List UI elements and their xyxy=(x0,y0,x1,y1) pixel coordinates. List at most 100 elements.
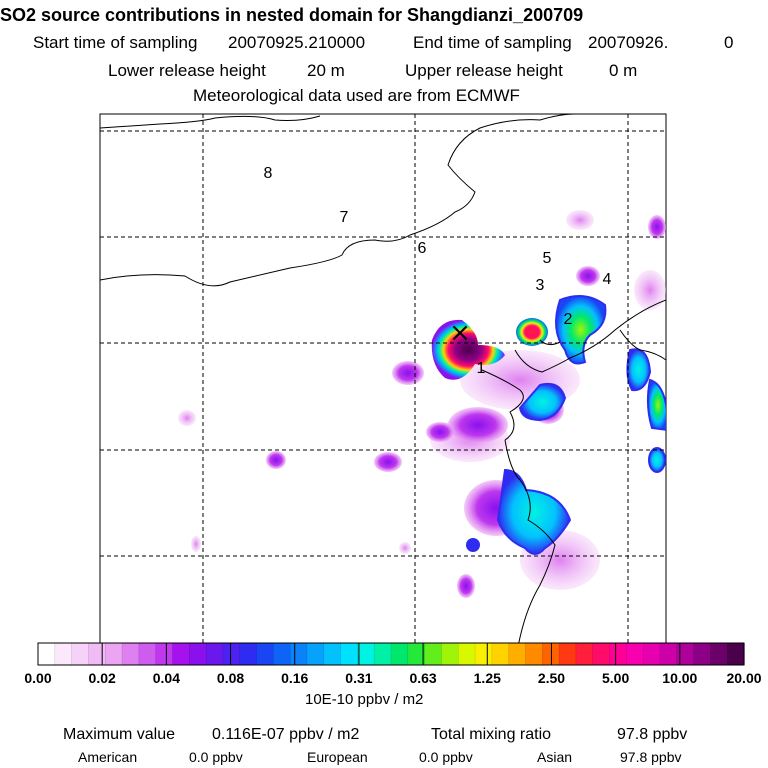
plume-patch xyxy=(648,447,666,473)
end-time-hour: 0 xyxy=(724,33,734,52)
colorbar-cell xyxy=(38,643,56,665)
colorbar-cell xyxy=(323,643,342,665)
plume-patch xyxy=(466,538,480,552)
chart-title: SO2 source contributions in nested domai… xyxy=(0,5,584,25)
colorbar-cell xyxy=(155,643,174,665)
colorbar-tick-label: 0.16 xyxy=(281,670,309,686)
colorbar-cell xyxy=(676,643,695,665)
end-time-label: End time of sampling xyxy=(413,33,572,52)
colorbar-cell xyxy=(138,643,157,665)
colorbar-cell xyxy=(206,643,224,665)
colorbar-cell xyxy=(88,643,106,665)
colorbar-cell xyxy=(306,643,325,665)
end-time-value: 20070926. xyxy=(588,33,669,52)
start-time-value: 20070925.210000 xyxy=(228,33,366,52)
start-time-label: Start time of sampling xyxy=(33,33,198,52)
colorbar-cell xyxy=(391,643,409,665)
receptor-marker: × xyxy=(449,318,471,348)
plume-patch xyxy=(392,361,424,385)
plume-patch xyxy=(457,574,475,598)
region-label-1: 1 xyxy=(477,360,486,377)
colorbar-cell xyxy=(559,643,577,665)
lat-lon-grid xyxy=(100,114,666,647)
upper-height-value: 0 m xyxy=(609,61,638,80)
region-label-4: 4 xyxy=(603,271,612,288)
asian-label: Asian xyxy=(537,749,573,765)
upper-height-label: Upper release height xyxy=(405,61,563,80)
plume-patch xyxy=(648,215,666,239)
colorbar-cell xyxy=(441,643,459,665)
colorbar-cell xyxy=(340,643,358,665)
colorbar-cell xyxy=(256,643,274,665)
total-mixing-value: 97.8 ppbv xyxy=(617,726,688,743)
european-label: European xyxy=(307,749,368,765)
colorbar-tick-label: 0.02 xyxy=(88,670,116,686)
colorbar-cell xyxy=(105,643,123,665)
colorbar-units: 10E-10 ppbv / m2 xyxy=(305,691,424,708)
colorbar-cell xyxy=(592,643,611,665)
colorbar-tick-label: 0.63 xyxy=(409,670,437,686)
colorbar-cell xyxy=(54,643,73,665)
plume-patch xyxy=(426,422,454,442)
colorbar-cell xyxy=(424,643,443,665)
region-label-7: 7 xyxy=(340,209,349,226)
colorbar-cell xyxy=(693,643,711,665)
colorbar-cell xyxy=(172,643,190,665)
colorbar-tick-label: 5.00 xyxy=(602,670,630,686)
plume-patch xyxy=(626,348,652,392)
source-hotspot xyxy=(431,319,505,380)
colorbar-cell xyxy=(710,643,728,665)
colorbar-cell xyxy=(71,643,90,665)
american-value: 0.0 ppbv xyxy=(189,749,243,765)
plume-patch xyxy=(374,452,402,472)
colorbar-tick-label: 2.50 xyxy=(537,670,566,686)
colorbar-cell xyxy=(659,643,678,665)
haze-region xyxy=(191,536,201,552)
asian-value: 97.8 ppbv xyxy=(620,749,682,765)
colorbar-tick-label: 0.08 xyxy=(216,670,245,686)
concentration-field xyxy=(178,210,666,598)
colorbar-tick-label: 10.00 xyxy=(662,670,698,686)
colorbar-cell xyxy=(239,643,258,665)
plume-patch xyxy=(555,295,607,365)
haze-region xyxy=(399,542,411,554)
european-value: 0.0 ppbv xyxy=(419,749,473,765)
colorbar-tick-label: 0.04 xyxy=(152,670,180,686)
colorbar-cell xyxy=(626,643,644,665)
plume-patch xyxy=(516,318,548,346)
colorbar-tick-label: 20.00 xyxy=(726,670,762,686)
colorbar-cell xyxy=(575,643,594,665)
plume-patch xyxy=(646,378,666,431)
colorbar-cell xyxy=(290,643,308,665)
max-value: 0.116E-07 ppbv / m2 xyxy=(212,726,360,743)
colorbar-cell xyxy=(357,643,375,665)
region-label-2: 2 xyxy=(564,311,573,328)
colorbar-cell xyxy=(475,643,493,665)
colorbar-cell xyxy=(222,643,241,665)
total-mixing-label: Total mixing ratio xyxy=(431,726,552,743)
american-label: American xyxy=(78,749,138,765)
colorbar-cell xyxy=(508,643,527,665)
colorbar-cell xyxy=(189,643,207,665)
region-label-6: 6 xyxy=(418,240,427,257)
colorbar-tick-label: 0.31 xyxy=(345,670,373,686)
region-label-5: 5 xyxy=(543,250,552,267)
colorbar-cell xyxy=(491,643,510,665)
colorbar-cell xyxy=(407,643,426,665)
colorbar-cell xyxy=(122,643,140,665)
colorbar-cell xyxy=(458,643,476,665)
colorbar-tick-label: 1.25 xyxy=(473,670,501,686)
haze-region xyxy=(634,270,666,310)
colorbar-frame xyxy=(37,642,745,666)
colorbar-tick-label: 0.00 xyxy=(24,670,52,686)
coastline xyxy=(100,114,666,647)
lower-height-value: 20 m xyxy=(307,61,345,80)
max-value-label: Maximum value xyxy=(63,726,176,743)
plume-patch xyxy=(266,451,286,469)
plume-patch xyxy=(448,407,508,443)
region-label-8: 8 xyxy=(264,165,273,182)
colorbar-cell xyxy=(609,643,627,665)
colorbar-cell xyxy=(643,643,661,665)
